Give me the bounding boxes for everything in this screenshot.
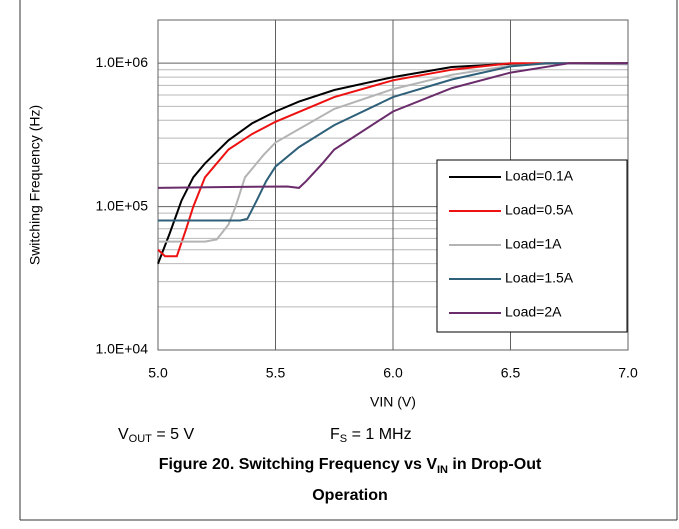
x-tick-label: 5.0	[148, 365, 168, 381]
annotation-part: F	[330, 426, 340, 443]
series-line	[157, 62, 628, 258]
series-line	[157, 62, 629, 265]
annotation: FS = 1 MHz	[330, 426, 412, 445]
x-tick-label: 5.5	[266, 365, 286, 381]
x-tick-label: 6.0	[383, 365, 403, 381]
y-tick-label: 1.0E+05	[95, 197, 148, 213]
legend-label: Load=0.5A	[505, 202, 574, 218]
series-line	[158, 62, 628, 222]
caption-text: in Drop-Out Operation	[312, 456, 542, 505]
annotation-part: OUT	[129, 433, 153, 445]
plot-border	[157, 19, 629, 351]
x-tick-label: 6.5	[501, 365, 521, 381]
annotation-part: = 1 MHz	[347, 426, 411, 443]
caption-text: Figure 20. Switching Frequency vs V	[158, 456, 437, 473]
series-line	[157, 62, 628, 189]
annotation-part: = 5 V	[152, 426, 195, 443]
legend-label: Load=1.5A	[505, 270, 574, 286]
annotation-part: V	[118, 426, 129, 443]
caption: Figure 20. Switching Frequency vs VIN in…	[150, 452, 550, 509]
caption-sub: IN	[436, 464, 448, 477]
y-tick-label: 1.0E+06	[95, 54, 148, 70]
y-tick-label: 1.0E+04	[95, 341, 148, 357]
legend-label: Load=0.1A	[505, 168, 574, 184]
annotation-part: S	[340, 433, 347, 445]
annotation: VOUT = 5 V	[118, 426, 194, 445]
legend-label: Load=1A	[505, 236, 562, 252]
legend-label: Load=2A	[505, 304, 562, 320]
y-axis-label: Switching Frequency (Hz)	[27, 105, 43, 265]
x-tick-label: 7.0	[618, 365, 638, 381]
series-line	[158, 62, 629, 243]
x-axis-label: VIN (V)	[370, 394, 416, 410]
